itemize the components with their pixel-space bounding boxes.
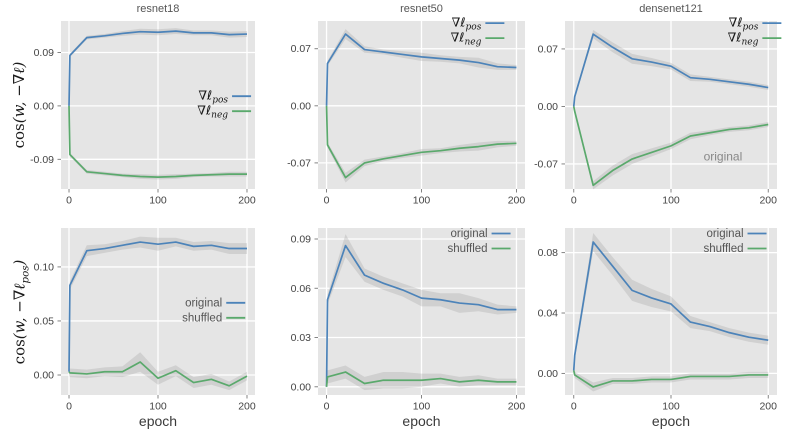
legend: original shuffled (703, 228, 767, 255)
legend-label: shuffled (182, 312, 222, 324)
y-tick-label: 0.03 (291, 332, 312, 344)
legend: original shuffled (448, 228, 511, 255)
series-line-original (68, 241, 247, 372)
y-tick-label: -0.07 (534, 158, 558, 170)
y-tick-label: 0.00 (291, 100, 312, 112)
legend-label: original (451, 228, 488, 240)
y-tick-label: 0.00 (538, 101, 559, 113)
x-tick-label: 100 (662, 401, 680, 413)
x-tick-label: 0 (324, 195, 330, 207)
y-tick-label: 0.05 (34, 315, 55, 327)
series-line-shuffled (572, 370, 769, 388)
y-tick-label: 0.00 (538, 368, 559, 380)
x-tick-label: 100 (662, 195, 680, 207)
plot-resnet18-original-shuffled: 0 100 200 0.10 0.05 0.00 original shuffled (34, 228, 256, 413)
x-tick-label: 0 (571, 195, 577, 207)
y-axis-label-cos-w-grad-pos: cos(w, −∇ℓpos) (10, 259, 31, 364)
error-band-green (326, 365, 517, 391)
series-line-neg (572, 106, 769, 187)
y-tick-label: 0.09 (34, 47, 55, 59)
panel-title-resnet50: resnet50 (400, 3, 443, 15)
y-tick-label: 0.10 (34, 261, 55, 273)
x-tick-label: 200 (238, 401, 256, 413)
y-tick-label: 0.00 (34, 100, 55, 112)
x-tick-label: 0 (571, 401, 577, 413)
x-tick-label: 100 (413, 195, 431, 207)
panel-title-resnet18: resnet18 (136, 3, 180, 15)
series-line-pos (572, 33, 769, 107)
series-line-original (572, 241, 769, 371)
panel-title-densenet121: densenet121 (639, 3, 703, 15)
error-band-blue (326, 29, 517, 107)
x-tick-label: 100 (413, 401, 431, 413)
error-band-green (573, 105, 769, 190)
y-tick-label: 0.00 (291, 381, 312, 393)
plot-resnet50-original-shuffled: 0 100 200 0.09 0.06 0.03 0.00 original shuffled (291, 228, 526, 413)
legend-label: original (706, 228, 743, 240)
series-line-pos (325, 33, 517, 106)
plot-densenet121-original-shuffled: 0 100 200 0.08 0.04 0.00 original shuffled (538, 228, 778, 413)
y-tick-label: 0.06 (291, 283, 312, 295)
x-tick-label: 0 (66, 401, 72, 413)
x-tick-label: 100 (149, 195, 167, 207)
x-tick-label: 200 (508, 195, 526, 207)
legend-label: shuffled (448, 243, 488, 255)
legend: original shuffled (182, 297, 246, 324)
y-tick-label: 0.07 (291, 43, 312, 55)
series-line-neg (325, 105, 517, 179)
x-tick-label: 200 (759, 195, 777, 207)
y-tick-label: -0.09 (30, 154, 54, 166)
x-tick-label: 100 (149, 401, 167, 413)
x-tick-label: 200 (759, 401, 777, 413)
legend-label: shuffled (703, 243, 743, 255)
series-line-shuffled (68, 361, 248, 387)
error-band-green (326, 105, 517, 183)
y-tick-label: 0.00 (34, 370, 55, 382)
error-band-blue (573, 30, 769, 108)
x-axis-label-epoch-3: epoch (651, 413, 691, 429)
series-line-pos (68, 30, 248, 106)
x-axis-label-epoch-1: epoch (138, 413, 178, 429)
series-line-neg (68, 105, 247, 178)
y-tick-label: 0.09 (291, 234, 312, 246)
error-band-blue (69, 28, 247, 108)
x-tick-label: 200 (238, 195, 256, 207)
legend-label: original (185, 297, 222, 309)
x-tick-label: 0 (66, 195, 72, 207)
series-line-shuffled (325, 371, 517, 387)
y-tick-label: -0.07 (287, 157, 311, 169)
x-axis-label-epoch-2: epoch (402, 413, 441, 429)
series-line-original (325, 244, 517, 387)
x-tick-label: 0 (324, 401, 330, 413)
error-band-blue (326, 234, 517, 389)
y-axis-label-cos-w-grad: cos(w, −∇ℓ) (10, 61, 28, 149)
annotation-original: original (704, 149, 743, 163)
y-tick-label: 0.08 (538, 247, 559, 259)
y-tick-label: 0.04 (538, 308, 559, 320)
y-tick-label: 0.07 (538, 43, 559, 55)
x-tick-label: 200 (508, 401, 526, 413)
